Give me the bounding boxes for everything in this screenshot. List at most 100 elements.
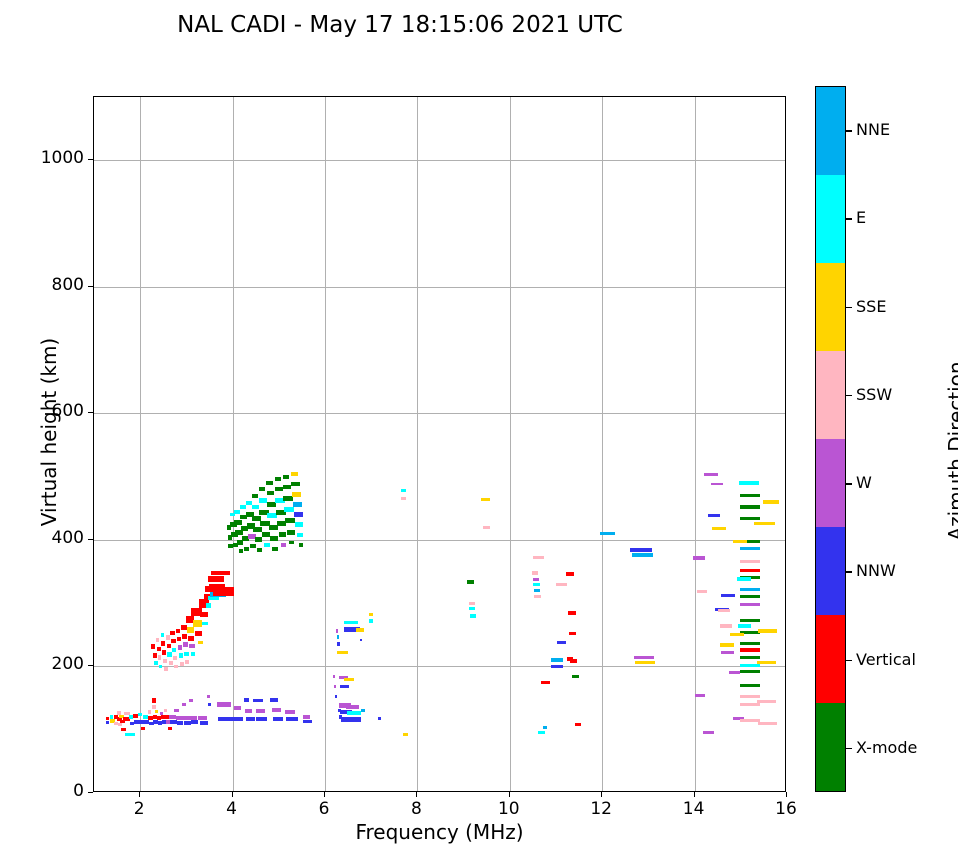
echo-mark [186,626,195,633]
colorbar-tick [846,306,852,309]
echo-mark [185,660,190,664]
echo-mark [739,683,761,687]
echo-mark [199,720,209,725]
echo-mark [369,612,374,617]
x-tick-mark [324,792,325,797]
echo-mark [191,720,198,725]
echo-mark [185,616,195,623]
echo-mark [174,664,179,669]
echo-mark [360,709,366,713]
echo-mark [720,643,734,647]
echo-mark [154,660,158,665]
echo-mark [298,543,304,547]
echo-mark [141,726,145,731]
echo-mark [696,590,708,594]
colorbar-segment-nnw[interactable] [816,527,845,615]
colorbar-label-vertical: Vertical [856,649,916,669]
echo-mark [148,721,154,726]
echo-mark [270,536,278,542]
echo-mark [233,717,243,721]
echo-mark [468,606,476,610]
echo-mark [173,656,178,661]
echo-mark [481,497,491,501]
echo-mark [739,539,761,543]
colorbar-label-nne: NNE [856,120,891,140]
echo-mark [738,481,760,485]
colorbar-segment-vertical[interactable] [816,615,845,703]
echo-mark [337,650,348,655]
colorbar-segment-w[interactable] [816,439,845,527]
echo-mark [283,507,295,513]
echo-mark [369,619,374,623]
echo-mark [133,713,138,718]
echo-mark [274,487,283,492]
echo-mark [252,493,258,498]
echo-mark [739,595,761,599]
x-tick-label: 12 [590,799,612,819]
echo-mark [728,671,740,675]
echo-mark [166,720,172,725]
echo-mark [534,595,541,599]
echo-mark [113,721,118,725]
echo-mark [252,699,264,703]
echo-mark [294,522,304,528]
colorbar-segment-nne[interactable] [816,87,845,175]
echo-mark [707,514,720,518]
echo-mark [110,718,115,723]
colorbar-segment-x-mode[interactable] [816,703,845,791]
echo-mark [754,521,776,526]
echo-mark [533,556,544,559]
echo-mark [184,651,189,656]
echo-mark [153,652,157,658]
echo-mark [233,510,241,514]
colorbar-segment-sse[interactable] [816,263,845,351]
colorbar-label-ssw: SSW [856,384,893,404]
colorbar-segment-ssw[interactable] [816,351,845,439]
colorbar-tick [846,483,852,485]
echo-mark [739,587,761,591]
echo-mark [160,632,165,637]
x-tick-label: 16 [775,799,797,819]
y-tick-label: 0 [73,781,84,801]
colorbar-label-e: E [856,208,867,228]
colorbar[interactable] [815,86,846,792]
y-tick-label: 600 [51,401,84,422]
echo-mark [183,720,192,725]
echo-mark [266,501,277,507]
echo-mark [235,529,243,535]
echo-mark [711,526,726,531]
echo-mark [190,715,197,720]
echo-mark [128,715,134,719]
colorbar-tick [846,571,852,573]
echo-mark [160,715,166,719]
echo-mark [718,609,731,613]
echo-mark [157,720,162,725]
echo-mark [249,544,257,549]
echo-mark [568,611,576,616]
echo-mark [106,716,110,720]
x-tick-label: 2 [133,799,145,819]
echo-mark [151,698,157,704]
echo-mark [739,648,761,652]
echo-mark [206,695,211,699]
echo-mark [230,522,237,528]
echo-mark [191,608,202,616]
echo-mark [630,548,652,552]
colorbar-segment-e[interactable] [816,175,845,263]
echo-mark [400,496,407,500]
echo-mark [148,716,153,721]
echo-mark [197,640,203,645]
echo-mark [231,532,238,538]
echo-mark [710,482,723,486]
echo-mark [303,719,312,724]
echo-mark [218,717,234,721]
colorbar-tick [846,659,852,662]
y-tick-mark [88,665,93,667]
echo-mark [272,717,283,721]
echo-mark [758,629,777,633]
echo-mark [164,667,168,671]
echo-mark [153,720,158,725]
gridline-horizontal [94,286,785,288]
echo-mark [255,708,265,713]
y-tick-mark [88,285,93,287]
